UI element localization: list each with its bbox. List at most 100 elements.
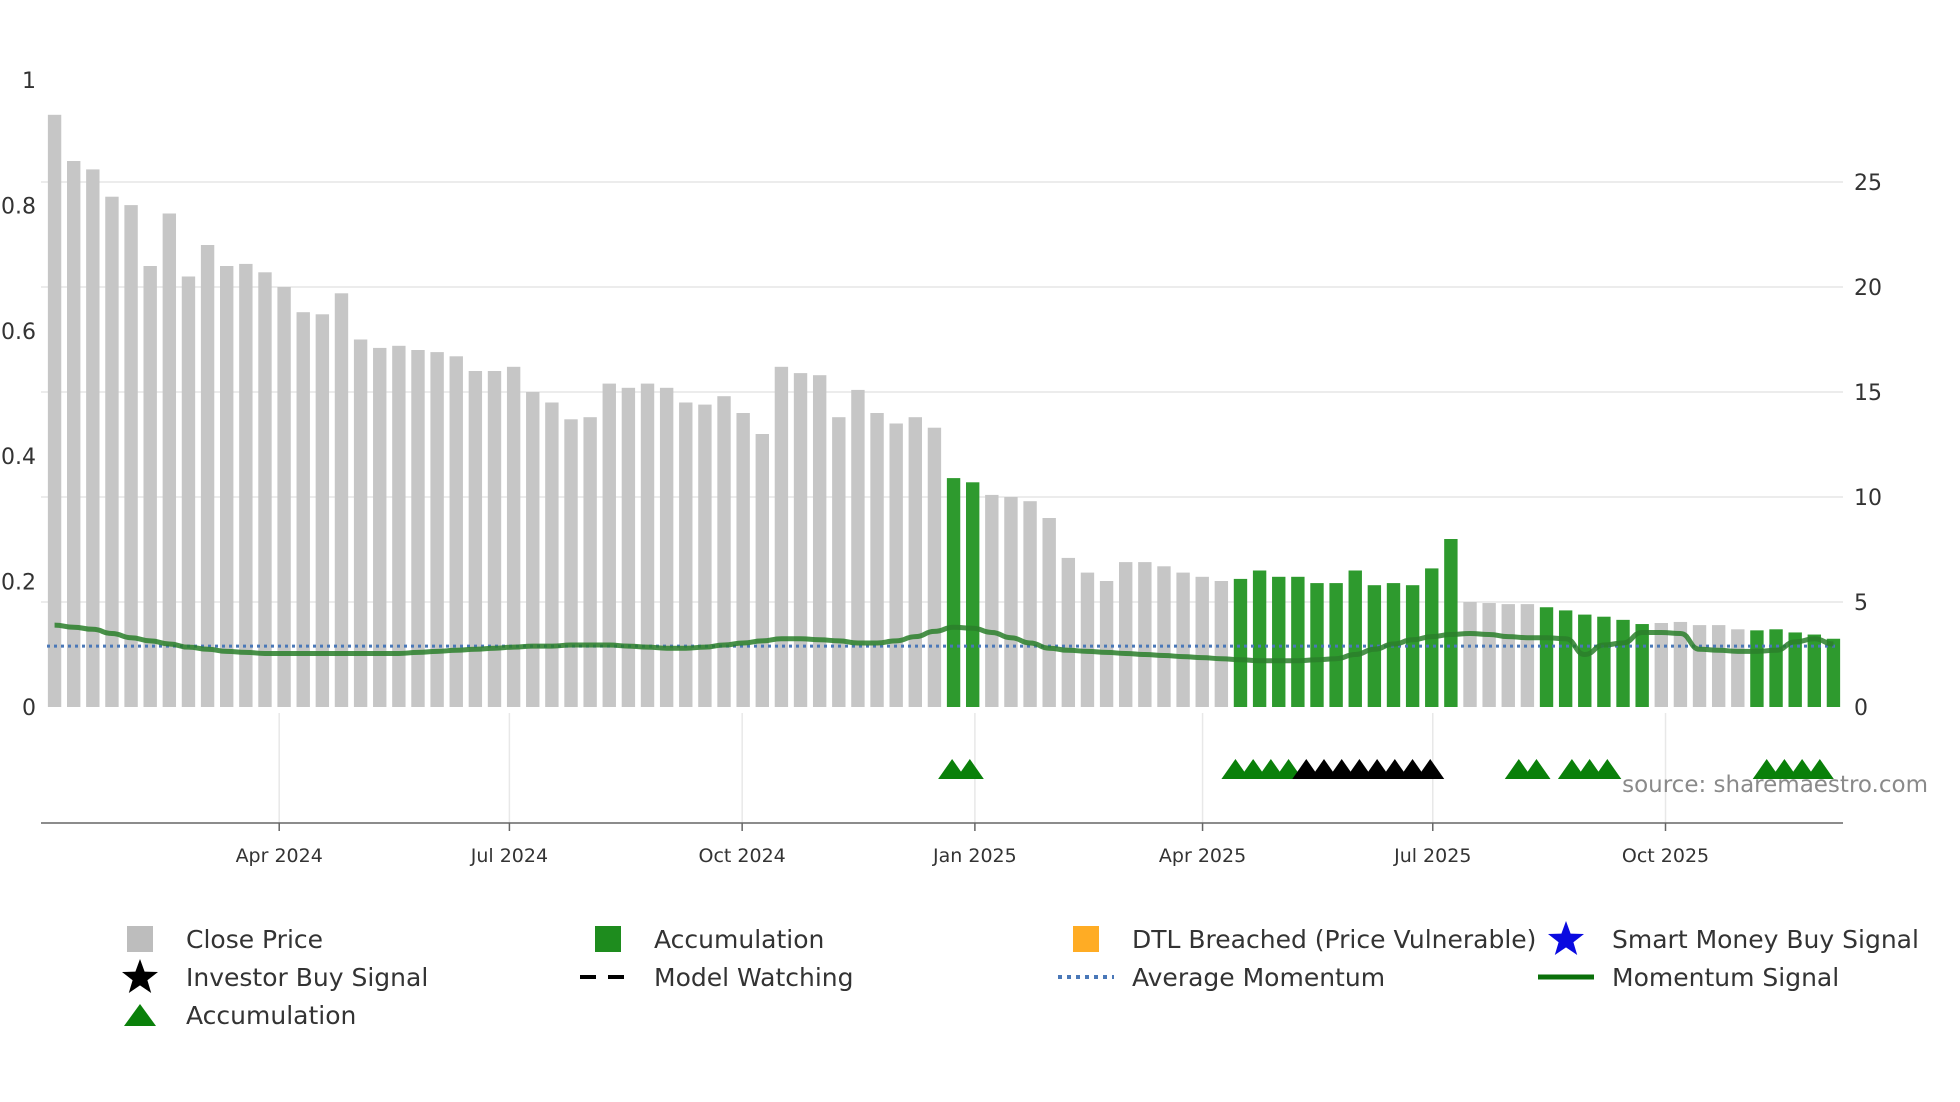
close-price-bar (1463, 602, 1477, 707)
accumulation-bar (1578, 614, 1592, 707)
accumulation-bar (1788, 632, 1802, 707)
x-axis-tick-label: Apr 2024 (236, 845, 323, 867)
blue-star-icon (1548, 921, 1584, 955)
close-price-bar (258, 272, 272, 707)
close-price-bar (793, 373, 808, 707)
x-axis-tick-label: Jan 2025 (932, 845, 1017, 867)
left-axis-tick-label: 0.8 (1, 194, 36, 219)
close-price-bar (373, 347, 387, 707)
close-price-bar (392, 345, 406, 707)
close-price-bar (1692, 625, 1707, 707)
close-price-bar (736, 413, 750, 707)
legend-item-investor-buy: Investor Buy Signal (112, 959, 428, 994)
right-axis-tick-label: 0 (1854, 696, 1868, 721)
x-axis-tick-label: Jul 2025 (1393, 845, 1471, 867)
close-price-bar (487, 371, 502, 707)
legend-item-momentum-signal: Momentum Signal (1538, 960, 1839, 994)
close-price-bar (545, 402, 559, 707)
close-price-bar (640, 383, 655, 707)
close-price-bar (1195, 576, 1209, 707)
close-price-bar (1520, 604, 1535, 707)
close-price-bar (296, 312, 310, 707)
accumulation-marker (1575, 759, 1604, 779)
close-price-bar (812, 375, 827, 707)
accumulation-bar (1233, 578, 1248, 707)
close-price-bar (1482, 603, 1496, 707)
signal-markers (938, 759, 1834, 779)
investor-buy-marker (1327, 759, 1356, 779)
accumulation-bar (1769, 629, 1783, 707)
accumulation-marker (1239, 759, 1268, 779)
orange-square-icon (1073, 926, 1099, 952)
close-price-bar (1023, 501, 1037, 707)
investor-buy-marker (1309, 759, 1338, 779)
close-price-bar (1080, 572, 1095, 707)
gridlines (41, 181, 1843, 823)
accumulation-marker (955, 759, 984, 779)
investor-buy-marker (1416, 759, 1445, 779)
accumulation-marker (1274, 759, 1303, 779)
close-price-bar (602, 383, 616, 707)
gray-square-icon (127, 926, 153, 952)
close-price-bar (1157, 566, 1171, 707)
right-axis-tick-label: 10 (1854, 486, 1882, 511)
legend-label: Momentum Signal (1612, 962, 1840, 992)
close-price-bar (621, 387, 636, 707)
investor-buy-marker (1292, 759, 1321, 779)
accumulation-marker (1805, 759, 1834, 779)
accumulation-marker (1752, 759, 1781, 779)
dotted-line-icon (1058, 975, 1114, 979)
x-axis-tick-label: Oct 2025 (1622, 845, 1709, 867)
close-price-bar (86, 169, 100, 707)
x-axis-ticks: Apr 2024 Jul 2024 Oct 2024 Jan 2025 Apr 2025… (236, 823, 1709, 867)
close-price-bar (1004, 497, 1018, 707)
close-price-bar (1138, 562, 1152, 707)
accumulation-marker (1770, 759, 1799, 779)
accumulation-marker (1788, 759, 1817, 779)
accumulation-marker (1221, 759, 1250, 779)
legend-item-close-price: Close Price (112, 922, 323, 956)
close-price-bar (927, 427, 942, 707)
close-price-bar (832, 417, 846, 707)
accumulation-bar (1616, 619, 1630, 707)
price-momentum-chart: 0 0.2 0.4 0.6 0.8 1 0 5 10 15 20 25 Apr 2024 Jul 20… (1, 69, 1928, 867)
close-price-bar (1501, 604, 1515, 707)
investor-buy-marker (1398, 759, 1427, 779)
close-price-bar (220, 266, 234, 707)
close-price-bar (66, 161, 81, 707)
accumulation-bar (965, 482, 980, 707)
close-price-bar (47, 114, 62, 708)
legend-item-model-watching: Model Watching (580, 960, 854, 994)
close-price-bar (1214, 581, 1229, 707)
accumulation-bar (1272, 576, 1286, 707)
momentum-signal-line (54, 622, 1834, 664)
right-axis-tick-label: 5 (1854, 591, 1868, 616)
close-price-bar (143, 266, 157, 707)
legend-item-accumulation-marker: Accumulation (112, 998, 356, 1032)
close-price-bar (1711, 625, 1726, 707)
accumulation-bar (1826, 638, 1841, 707)
accumulation-marker (1504, 759, 1533, 779)
black-star-icon (122, 959, 158, 993)
dashed-line-icon (580, 975, 636, 979)
close-price-bar (239, 263, 253, 707)
green-triangle-icon (124, 1004, 156, 1026)
close-price-bar (1042, 518, 1056, 707)
close-price-bar (583, 417, 597, 707)
close-price-bar (889, 423, 903, 707)
accumulation-bar (1558, 610, 1573, 707)
legend-label: Accumulation (654, 924, 825, 954)
close-price-bar (430, 352, 444, 707)
x-axis-tick-label: Oct 2024 (699, 845, 786, 867)
right-y-axis: 0 5 10 15 20 25 (1854, 171, 1882, 721)
close-price-bar (277, 287, 291, 707)
close-price-bar (698, 404, 712, 707)
x-axis-tick-label: Jul 2024 (470, 845, 548, 867)
accumulation-bar (1597, 616, 1611, 707)
x-axis-tick-label: Apr 2025 (1159, 845, 1246, 867)
legend-label: Smart Money Buy Signal (1612, 924, 1919, 954)
accumulation-bar (1444, 539, 1458, 707)
accumulation-bar (1807, 634, 1822, 707)
left-axis-tick-label: 0.4 (1, 445, 36, 470)
close-price-bars (47, 114, 1841, 708)
